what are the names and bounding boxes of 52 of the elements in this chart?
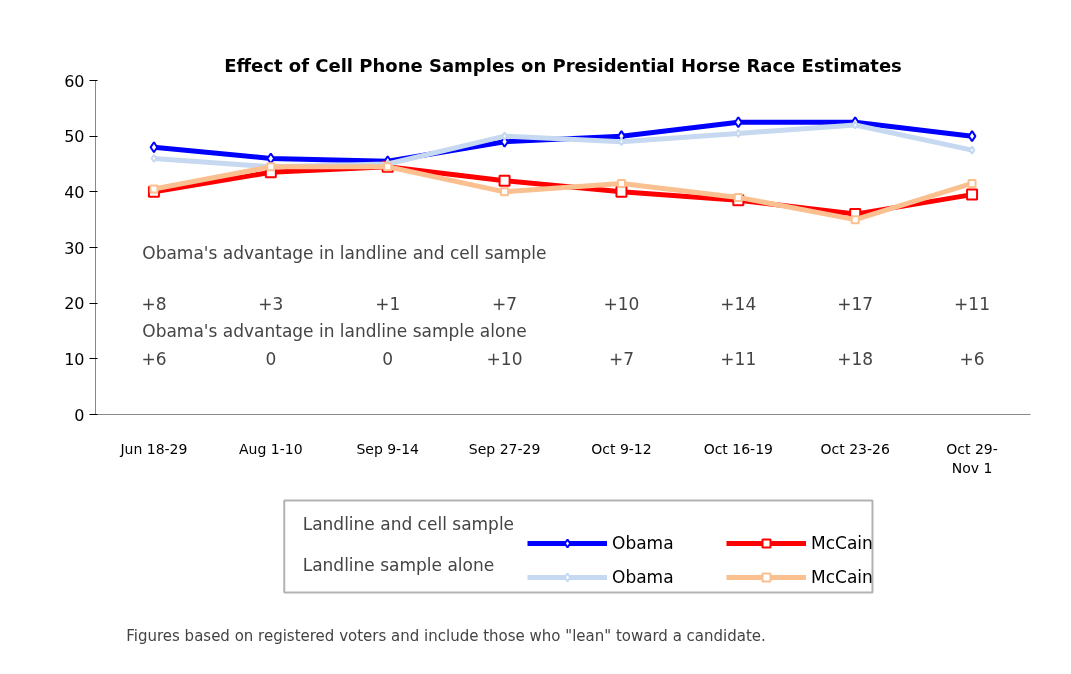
y-tick-label: 20 [64, 294, 85, 314]
annotation: 0 [382, 349, 394, 370]
y-tick-label: 60 [64, 71, 85, 91]
annotation: +8 [141, 293, 167, 314]
point [967, 178, 977, 188]
x-tick-label: Oct 9-12 [591, 440, 652, 457]
text: Landline and cell sample [302, 513, 515, 534]
legend-label: Obama [612, 567, 675, 587]
x-tick-label: Oct 29- Nov 1 [946, 440, 998, 476]
y-tick-label: 0 [74, 405, 85, 425]
point [149, 184, 159, 194]
x-tick-label: Sep 27-29 [468, 440, 541, 457]
annotation: +7 [492, 293, 518, 314]
annotation: Obama's advantage in landline and cell sample [142, 243, 547, 264]
annotation: Obama's advantage in landline sample alone [142, 321, 527, 341]
point [733, 192, 743, 202]
x-tick-label: Oct 23-26 [820, 440, 890, 457]
point [498, 174, 511, 187]
annotation: +1 [375, 293, 401, 314]
x-tick-label: Sep 9-14 [356, 440, 420, 457]
annotation: +7 [608, 349, 634, 370]
annotation: +14 [720, 293, 757, 314]
annotation: +6 [141, 349, 167, 370]
x-tick-label: Oct 16-19 [703, 440, 773, 457]
annotation: +17 [837, 293, 874, 314]
legend-label: McCain [811, 533, 874, 553]
x-tick-label: Jun 18-29 [119, 440, 188, 457]
annotation: +10 [603, 293, 640, 314]
annotation: +18 [837, 349, 874, 370]
annotation: +6 [959, 349, 985, 370]
text: Figures based on registered voters and include those who "lean" toward a candidate. [126, 626, 766, 645]
point [850, 215, 860, 225]
chart-title: Effect of Cell Phone Samples on Presidential Horse Race Estimates [224, 54, 902, 76]
point [616, 178, 626, 188]
point [501, 131, 508, 141]
annotation: +11 [720, 349, 757, 370]
annotation: +11 [954, 293, 991, 314]
annotation: +10 [486, 349, 523, 370]
point [618, 137, 625, 147]
y-tick-label: 10 [64, 349, 85, 369]
y-tick-label: 30 [64, 238, 85, 258]
point [966, 188, 979, 201]
point [500, 187, 510, 197]
x-tick-label: Aug 1-10 [239, 440, 303, 457]
y-tick-label: 40 [64, 182, 85, 202]
annotation: +3 [258, 293, 284, 314]
legend-label: Obama [612, 533, 675, 553]
y-tick-label: 50 [64, 127, 85, 147]
text: Landline sample alone [302, 554, 495, 575]
annotation: 0 [265, 349, 277, 370]
point [967, 130, 977, 143]
legend-label: McCain [811, 567, 874, 587]
